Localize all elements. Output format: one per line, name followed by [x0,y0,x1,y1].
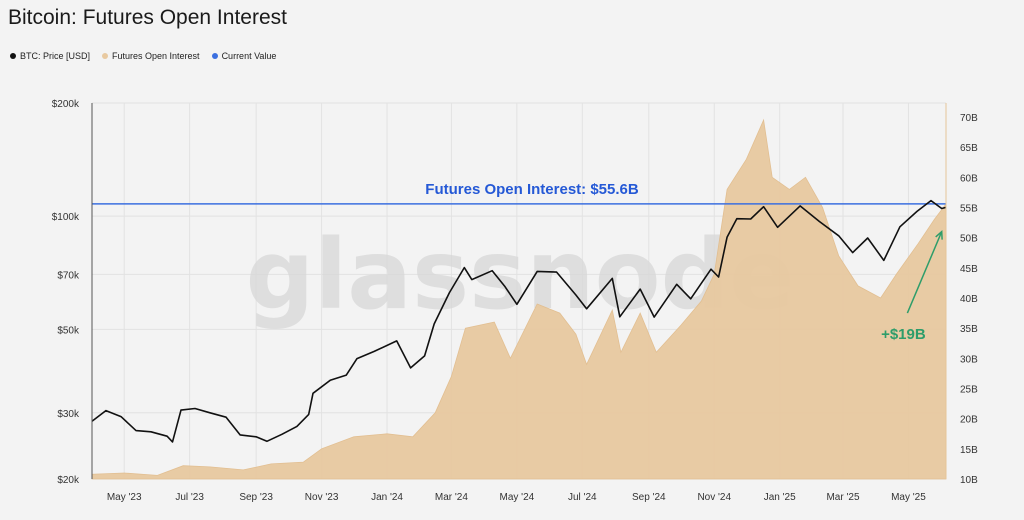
y-right-tick-label: 30B [960,354,978,365]
y-left-tick-label: $70k [57,270,80,281]
y-right-tick-label: 65B [960,143,978,154]
x-tick-label: Jul '23 [175,492,204,503]
x-tick-label: Jul '24 [568,492,597,503]
series-area-futures-open-interest [91,118,947,480]
y-left-tick-label: $100k [52,212,80,223]
x-tick-label: Mar '25 [826,492,859,503]
annotation-arrow [906,231,943,314]
y-left-tick-label: $20k [57,475,80,486]
y-right-tick-label: 25B [960,385,978,396]
series-line-btc-price [91,199,947,443]
x-tick-label: Sep '23 [239,492,273,503]
legend-label-futures-open-interest: Futures Open Interest [112,51,200,61]
y-right-tick-label: 20B [960,415,978,426]
y-right-tick-label: 45B [960,264,978,275]
y-right-tick-label: 50B [960,234,978,245]
x-tick-label: Mar '24 [435,492,468,503]
x-tick-label: May '23 [107,492,142,503]
y-left-tick-label: $200k [52,99,80,110]
x-tick-label: May '25 [891,492,926,503]
x-tick-label: Nov '24 [697,492,731,503]
legend-dot-futures-open-interest [102,53,109,59]
x-tick-label: Jan '25 [764,492,796,503]
legend-item-current-value[interactable]: Current Value [211,51,277,61]
annotation-arrowhead [935,230,943,240]
x-tick-label: May '24 [500,492,535,503]
x-tick-label: Jan '24 [371,492,403,503]
legend-label-current-value: Current Value [221,51,277,61]
y-right-tick-label: 60B [960,173,978,184]
x-tick-label: Sep '24 [632,492,666,503]
legend-item-btc-price[interactable]: BTC: Price [USD] [10,51,90,61]
y-right-tick-label: 55B [960,204,978,215]
chart-title: Bitcoin: Futures Open Interest [8,6,287,29]
y-left-tick-label: $30k [57,409,80,420]
legend-dot-current-value [211,53,218,59]
legend-item-futures-open-interest[interactable]: Futures Open Interest [102,51,200,61]
y-left-tick-label: $50k [57,325,80,336]
legend: BTC: Price [USD] Futures Open Interest C… [10,51,276,61]
legend-dot-btc-price [10,53,16,59]
y-right-tick-label: 35B [960,324,978,335]
legend-label-btc-price: BTC: Price [USD] [20,51,91,61]
y-right-tick-label: 15B [960,445,978,456]
y-right-tick-label: 70B [960,113,978,124]
reference-line-label: Futures Open Interest: $55.6B [425,181,639,198]
annotation-label: +$19B [881,326,926,343]
x-tick-label: Nov '23 [305,492,339,503]
y-right-tick-label: 40B [960,294,978,305]
y-right-tick-label: 10B [960,475,978,486]
